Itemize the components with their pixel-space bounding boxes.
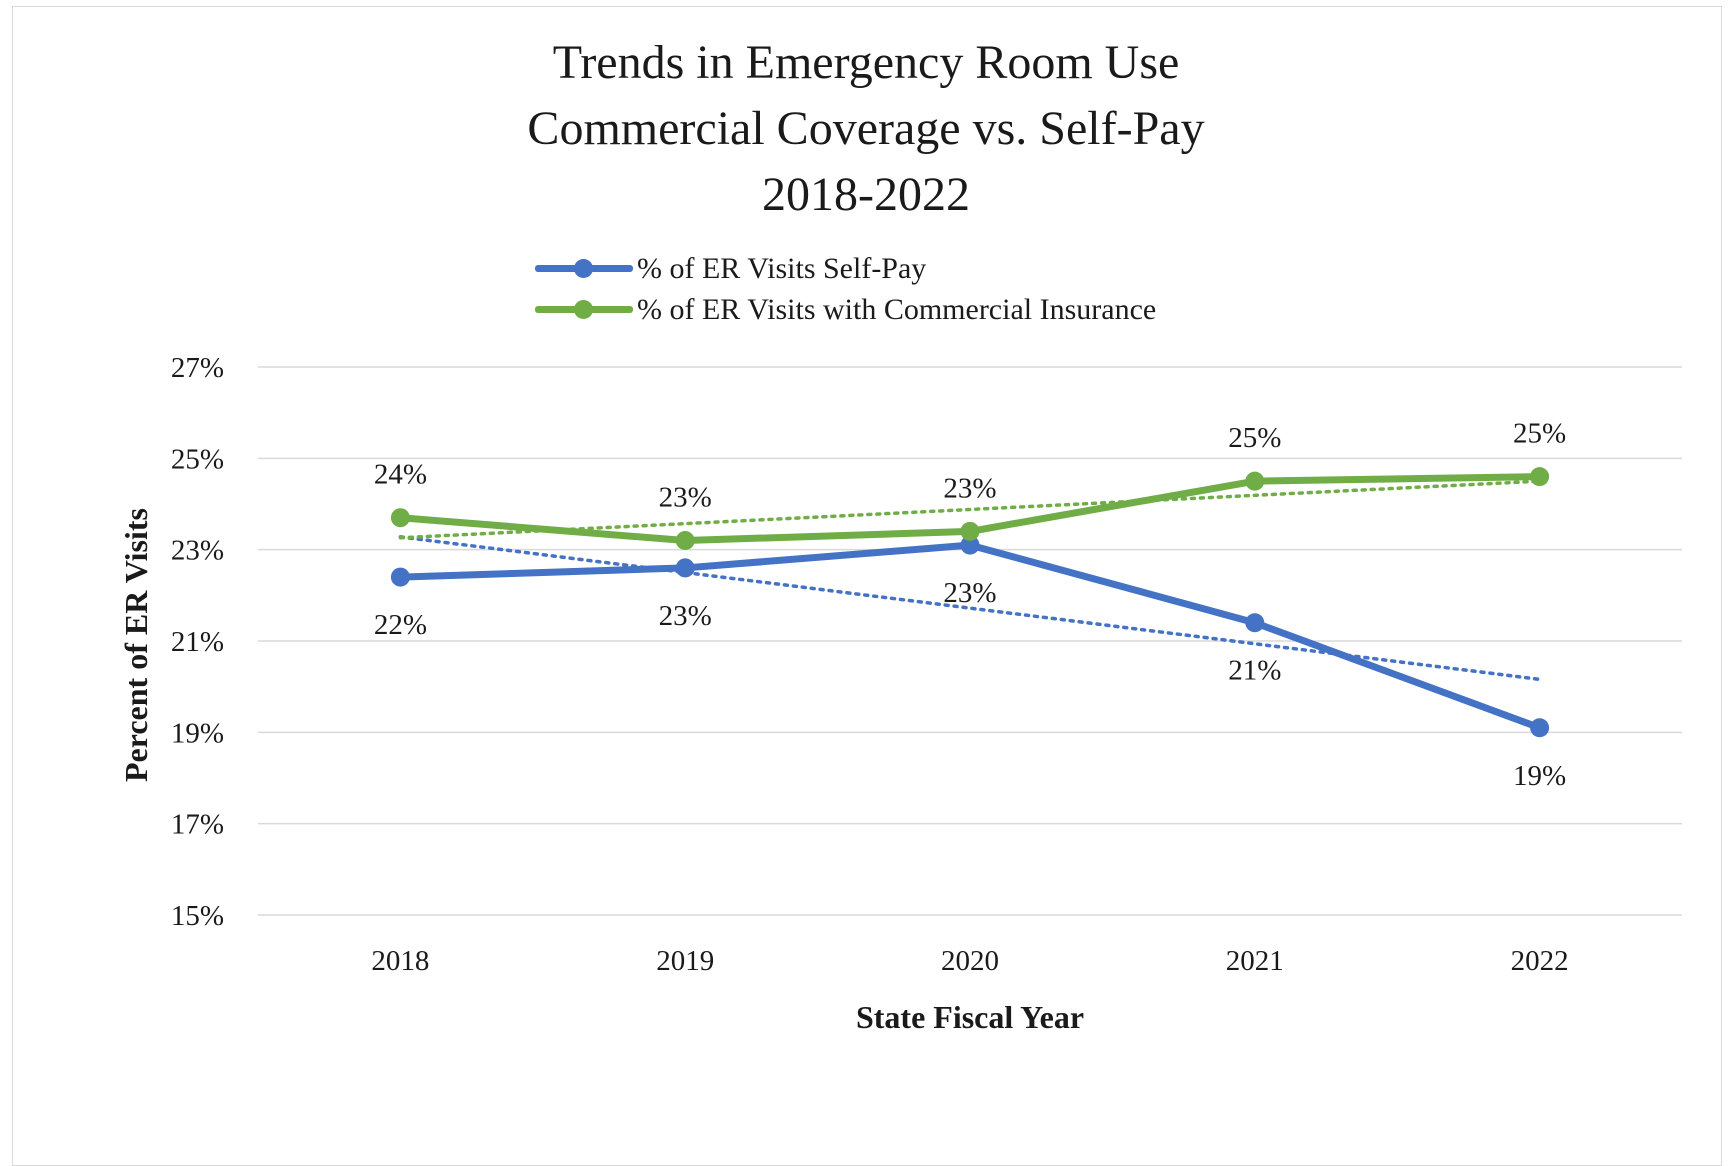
x-axis-tick-labels: 2018 2019 2020 2021 2022	[371, 945, 1568, 977]
legend-label-commercial: % of ER Visits with Commercial Insurance	[637, 292, 1157, 326]
series-line-self-pay	[396, 541, 1544, 732]
y-tick-label-17: 17%	[171, 809, 224, 841]
data-label-self-pay-2019: 23%	[659, 600, 712, 632]
x-tick-label-2018: 2018	[371, 945, 429, 977]
point-commercial-2019	[675, 531, 695, 551]
y-axis-title: Percent of ER Visits	[118, 508, 154, 782]
data-label-commercial-2021: 25%	[1228, 422, 1281, 454]
point-commercial-2021	[1245, 471, 1265, 491]
x-tick-label-2019: 2019	[656, 945, 714, 977]
data-label-commercial-2018: 24%	[374, 459, 427, 491]
chart-title: Trends in Emergency Room Use	[552, 36, 1180, 89]
point-self-pay-2020	[960, 535, 980, 555]
data-label-commercial-2022: 25%	[1513, 418, 1566, 450]
y-tick-label-21: 21%	[171, 626, 224, 658]
data-label-commercial-2020: 23%	[943, 472, 996, 504]
chart-title-block: Trends in Emergency Room Use Commercial …	[0, 30, 1732, 228]
point-commercial-2018	[390, 508, 410, 528]
y-tick-label-15: 15%	[171, 900, 224, 932]
gridlines	[258, 366, 1682, 916]
legend-label-self-pay: % of ER Visits Self-Pay	[637, 251, 927, 285]
y-axis-tick-labels: 15% 17% 19% 21% 23% 25% 27%	[171, 352, 224, 932]
legend-item-commercial: % of ER Visits with Commercial Insurance	[535, 289, 1156, 330]
data-label-self-pay-2018: 22%	[374, 609, 427, 641]
data-labels: 22% 23% 23% 21% 19% 24% 23% 23% 25% 25%	[374, 418, 1566, 792]
x-axis-title: State Fiscal Year	[856, 999, 1084, 1035]
data-label-self-pay-2021: 21%	[1228, 655, 1281, 687]
chart-frame	[12, 6, 1722, 1166]
legend-item-self-pay: % of ER Visits Self-Pay	[535, 248, 1156, 289]
point-self-pay-2022	[1530, 718, 1550, 738]
legend-swatch-self-pay	[535, 248, 633, 289]
point-commercial-2022	[1530, 467, 1550, 487]
point-self-pay-2018	[390, 567, 410, 587]
x-tick-label-2021: 2021	[1226, 945, 1284, 977]
point-self-pay-2019	[675, 558, 695, 578]
legend-swatch-commercial	[535, 289, 633, 330]
y-tick-label-25: 25%	[171, 443, 224, 475]
data-label-commercial-2019: 23%	[659, 482, 712, 514]
data-label-self-pay-2022: 19%	[1513, 760, 1566, 792]
y-tick-label-23: 23%	[171, 535, 224, 567]
chart-subtitle-years: 2018-2022	[762, 168, 970, 221]
y-tick-label-27: 27%	[171, 352, 224, 384]
series-points	[390, 467, 1550, 738]
y-tick-label-19: 19%	[171, 717, 224, 749]
point-self-pay-2021	[1245, 613, 1265, 633]
point-commercial-2020	[960, 521, 980, 541]
data-label-self-pay-2020: 23%	[943, 577, 996, 609]
legend: % of ER Visits Self-Pay % of ER Visits w…	[535, 248, 1156, 330]
trendline-commercial	[398, 479, 1542, 540]
x-tick-label-2022: 2022	[1511, 945, 1569, 977]
x-tick-label-2020: 2020	[941, 945, 999, 977]
chart-subtitle: Commercial Coverage vs. Self-Pay	[527, 102, 1205, 155]
